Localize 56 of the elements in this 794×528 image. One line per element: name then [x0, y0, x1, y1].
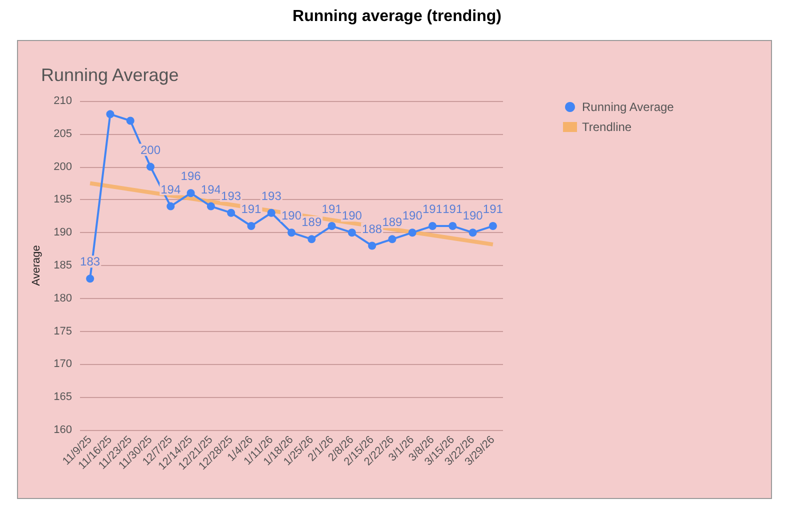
- data-label: 190: [281, 208, 302, 223]
- data-label: 191: [482, 202, 504, 216]
- data-label: 191: [442, 202, 463, 216]
- point: [126, 116, 134, 125]
- y-tick-label: 180: [54, 292, 72, 304]
- data-label: 189: [302, 215, 322, 230]
- y-tick-label: 190: [54, 226, 72, 239]
- data-label: 193: [221, 188, 242, 203]
- point: [408, 228, 416, 237]
- point: [308, 235, 316, 244]
- data-label: 191: [422, 202, 443, 216]
- point: [328, 222, 336, 230]
- y-tick-label: 200: [54, 160, 72, 173]
- point: [348, 228, 356, 237]
- legend-label: Running Average: [582, 100, 674, 114]
- data-label: 196: [180, 169, 202, 184]
- data-label: 191: [241, 202, 262, 216]
- y-tick-label: 165: [54, 391, 72, 404]
- y-tick-label: 170: [54, 358, 72, 370]
- point: [448, 222, 457, 230]
- y-tick-label: 195: [54, 194, 72, 206]
- data-label: 194: [160, 182, 181, 196]
- point: [106, 110, 114, 118]
- point: [206, 202, 215, 210]
- y-axis-title: Average: [30, 245, 42, 286]
- y-tick-label: 205: [54, 128, 72, 140]
- data-label: 194: [200, 182, 222, 196]
- chart-title: Running average (trending): [292, 8, 502, 26]
- y-tick-label: 210: [54, 95, 72, 107]
- point: [86, 274, 94, 283]
- point: [488, 222, 497, 230]
- point: [388, 235, 396, 244]
- data-label: 189: [382, 215, 403, 230]
- y-tick-label: 160: [54, 424, 72, 436]
- data-label: 193: [261, 188, 282, 203]
- chart-subtitle: Running Average: [41, 65, 179, 85]
- point: [368, 242, 376, 250]
- point: [288, 228, 296, 237]
- legend-label: Trendline: [582, 120, 632, 134]
- point: [428, 222, 436, 230]
- point: [267, 208, 276, 217]
- data-label: 191: [322, 202, 342, 216]
- data-label: 190: [462, 208, 484, 223]
- data-label: 190: [342, 208, 362, 223]
- point: [247, 222, 256, 230]
- data-label: 200: [140, 142, 161, 157]
- data-label: 183: [80, 254, 100, 269]
- point: [227, 208, 236, 217]
- y-tick-label: 175: [54, 325, 72, 338]
- point: [186, 189, 195, 198]
- point: [166, 202, 175, 210]
- y-tick-label: 185: [54, 260, 72, 272]
- data-label: 188: [362, 222, 382, 236]
- point: [468, 228, 477, 237]
- data-label: 190: [402, 208, 423, 223]
- point: [146, 162, 154, 171]
